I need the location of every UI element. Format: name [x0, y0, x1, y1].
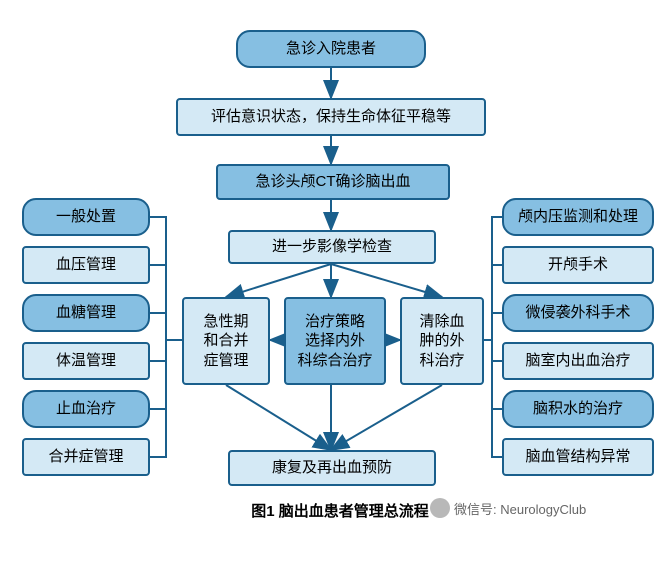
watermark-text: 微信号: NeurologyClub	[454, 499, 586, 518]
flowchart-node-l6: 合并症管理	[22, 438, 150, 476]
edge-r5-n7	[492, 340, 502, 409]
flowchart-node-r4: 脑室内出血治疗	[502, 342, 654, 380]
flowchart-node-n8: 康复及再出血预防	[228, 450, 436, 486]
flowchart-node-r6: 脑血管结构异常	[502, 438, 654, 476]
flowchart-node-r3: 微侵袭外科手术	[502, 294, 654, 332]
flowchart-node-l3: 血糖管理	[22, 294, 150, 332]
edge-n5-n8	[226, 385, 331, 450]
edge-r1-n7	[484, 217, 502, 340]
flowchart-node-n5: 急性期和合并症管理	[182, 297, 270, 385]
flowchart-node-l2: 血压管理	[22, 246, 150, 284]
flowchart-node-r5: 脑积水的治疗	[502, 390, 654, 428]
edge-r6-n7	[492, 340, 502, 457]
flowchart-node-n7: 清除血肿的外科治疗	[400, 297, 484, 385]
flowchart-node-r2: 开颅手术	[502, 246, 654, 284]
flowchart-node-l4: 体温管理	[22, 342, 150, 380]
flowchart-node-r1: 颅内压监测和处理	[502, 198, 654, 236]
edge-l1-n5	[150, 217, 182, 340]
flowchart-node-n2: 评估意识状态，保持生命体征平稳等	[176, 98, 486, 136]
flowchart-node-n4: 进一步影像学检查	[228, 230, 436, 264]
flowchart-node-l5: 止血治疗	[22, 390, 150, 428]
edge-l6-n5	[150, 340, 166, 457]
flowchart-node-l1: 一般处置	[22, 198, 150, 236]
flowchart-node-n3: 急诊头颅CT确诊脑出血	[216, 164, 450, 200]
flowchart-node-n1: 急诊入院患者	[236, 30, 426, 68]
edge-l5-n5	[150, 340, 166, 409]
edge-n7-n8	[331, 385, 442, 450]
watermark: 微信号: NeurologyClub	[430, 498, 586, 518]
flowchart-node-n6: 治疗策略选择内外科综合治疗	[284, 297, 386, 385]
wechat-icon	[430, 498, 450, 518]
edge-n4-n5	[226, 264, 331, 297]
edge-n4-n7	[331, 264, 442, 297]
